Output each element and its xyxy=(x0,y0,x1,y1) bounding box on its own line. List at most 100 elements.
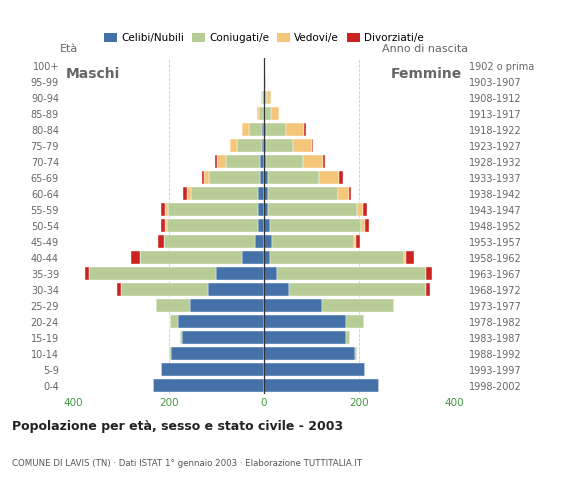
Bar xyxy=(277,267,426,280)
Bar xyxy=(262,123,264,136)
Bar xyxy=(230,139,237,152)
Bar xyxy=(204,171,209,184)
Bar xyxy=(266,123,286,136)
Text: Popolazione per età, sesso e stato civile - 2003: Popolazione per età, sesso e stato civil… xyxy=(12,420,343,432)
Bar xyxy=(217,155,226,168)
Bar xyxy=(266,139,293,152)
Bar xyxy=(161,363,264,376)
Legend: Celibi/Nubili, Coniugati/e, Vedovi/e, Divorziati/e: Celibi/Nubili, Coniugati/e, Vedovi/e, Di… xyxy=(100,29,427,48)
Bar xyxy=(426,267,432,280)
Bar xyxy=(265,107,270,120)
Text: Età: Età xyxy=(60,44,78,54)
Bar xyxy=(265,75,266,88)
Bar xyxy=(286,123,304,136)
Text: Femmine: Femmine xyxy=(390,67,462,81)
Bar xyxy=(164,235,255,248)
Bar xyxy=(365,219,369,232)
Bar xyxy=(268,171,319,184)
Text: COMUNE DI LAVIS (TN) · Dati ISTAT 1° gennaio 2003 · Elaborazione TUTTITALIA.IT: COMUNE DI LAVIS (TN) · Dati ISTAT 1° gen… xyxy=(12,458,361,468)
Bar xyxy=(264,347,356,360)
Bar xyxy=(215,155,217,168)
Bar xyxy=(263,91,264,104)
Bar xyxy=(183,187,187,200)
Bar xyxy=(171,347,264,360)
Bar xyxy=(270,251,404,264)
Bar xyxy=(262,139,264,152)
Bar xyxy=(255,235,264,248)
Bar xyxy=(346,331,350,344)
Bar xyxy=(264,75,265,88)
Bar xyxy=(263,107,264,120)
Bar xyxy=(264,235,273,248)
Bar xyxy=(258,187,264,200)
Bar xyxy=(258,219,264,232)
Bar xyxy=(153,379,264,392)
Bar xyxy=(304,123,306,136)
Bar xyxy=(166,219,258,232)
Bar xyxy=(264,91,265,104)
Bar xyxy=(426,283,430,296)
Bar xyxy=(169,315,178,328)
Bar xyxy=(187,187,190,200)
Bar xyxy=(178,315,264,328)
Bar xyxy=(237,139,262,152)
Bar xyxy=(165,203,168,216)
Bar xyxy=(264,299,322,312)
Bar xyxy=(264,219,270,232)
Bar xyxy=(117,283,121,296)
Bar xyxy=(264,187,268,200)
Bar xyxy=(268,187,338,200)
Bar xyxy=(349,187,350,200)
Bar xyxy=(260,171,264,184)
Bar xyxy=(289,283,426,296)
Bar xyxy=(338,187,349,200)
Bar xyxy=(208,283,264,296)
Bar xyxy=(356,235,360,248)
Bar xyxy=(190,299,264,312)
Bar xyxy=(264,363,365,376)
Bar xyxy=(209,171,260,184)
Bar xyxy=(156,299,190,312)
Bar xyxy=(89,267,216,280)
Bar xyxy=(165,219,166,232)
Bar xyxy=(264,139,266,152)
Bar xyxy=(264,331,346,344)
Bar xyxy=(168,203,258,216)
Bar xyxy=(262,91,263,104)
Bar xyxy=(249,123,262,136)
Bar xyxy=(264,315,346,328)
Bar xyxy=(264,203,268,216)
Bar xyxy=(266,155,303,168)
Bar xyxy=(161,219,165,232)
Bar xyxy=(158,235,164,248)
Bar xyxy=(257,107,259,120)
Bar xyxy=(202,171,204,184)
Bar xyxy=(258,203,264,216)
Bar xyxy=(161,203,165,216)
Bar xyxy=(346,315,364,328)
Bar xyxy=(264,155,266,168)
Bar xyxy=(339,171,343,184)
Bar xyxy=(406,251,415,264)
Bar xyxy=(226,155,260,168)
Bar xyxy=(132,251,140,264)
Bar xyxy=(140,251,242,264)
Bar xyxy=(265,91,267,104)
Bar xyxy=(264,379,379,392)
Bar xyxy=(190,187,258,200)
Text: Anno di nascita: Anno di nascita xyxy=(382,44,468,54)
Bar xyxy=(264,267,277,280)
Bar xyxy=(267,91,271,104)
Bar xyxy=(264,171,268,184)
Bar xyxy=(363,203,367,216)
Bar xyxy=(169,347,171,360)
Bar xyxy=(216,267,264,280)
Bar xyxy=(182,331,264,344)
Bar xyxy=(259,107,263,120)
Bar xyxy=(293,139,311,152)
Bar xyxy=(311,139,313,152)
Bar xyxy=(121,283,208,296)
Bar xyxy=(361,219,365,232)
Bar xyxy=(322,299,394,312)
Bar xyxy=(273,235,354,248)
